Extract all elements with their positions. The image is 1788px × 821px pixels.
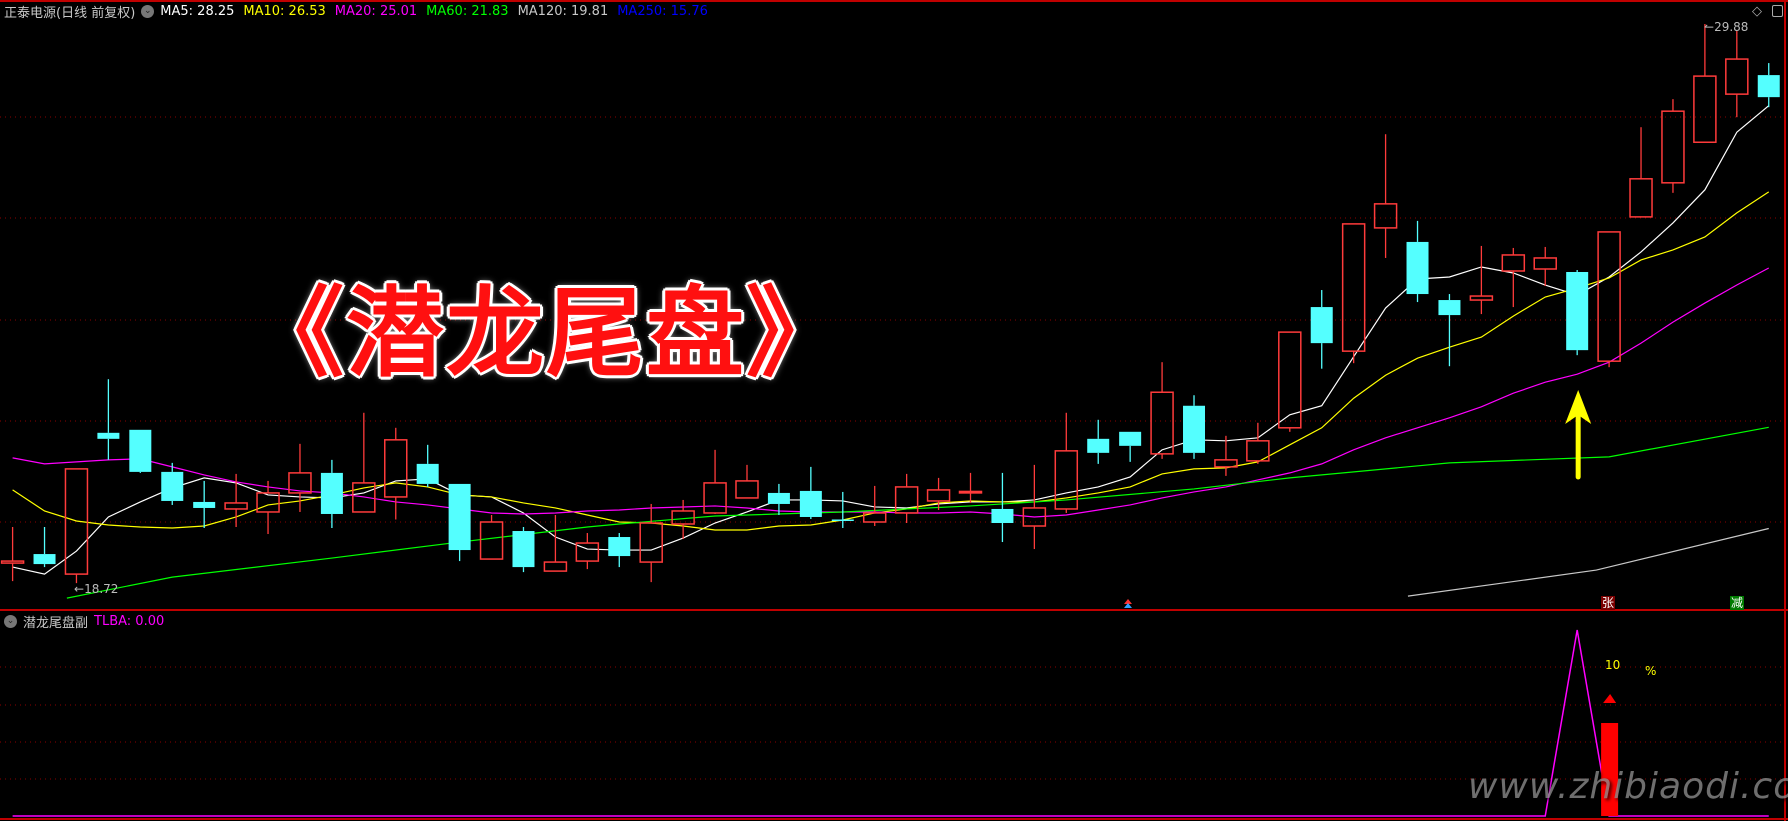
ma-legend-item: MA250: 15.76 — [617, 4, 708, 19]
sub-text-percent: % — [1645, 664, 1657, 678]
candle-up — [352, 482, 376, 513]
candle-down — [1566, 271, 1589, 351]
candle-down — [1310, 307, 1333, 344]
candle-up — [1469, 295, 1494, 301]
sub-indicator-name[interactable]: 潜龙尾盘副 — [23, 616, 89, 631]
candle-up — [224, 502, 248, 510]
candle-up — [894, 486, 919, 514]
candle-up — [862, 512, 887, 523]
candle-up — [735, 480, 759, 499]
main-chart-header: 正泰电源(日线 前复权) ⌄ MA5: 28.25 MA10: 26.53 MA20… — [4, 2, 717, 21]
candle-up — [1341, 223, 1366, 352]
candle-down — [448, 483, 471, 551]
candle-up — [543, 561, 568, 572]
jian-badge: 减 — [1730, 596, 1745, 610]
candle-up — [1725, 58, 1749, 95]
candle-up — [1054, 450, 1079, 510]
ma-line-ma10 — [12, 191, 1770, 531]
candle-up — [1214, 459, 1238, 468]
candle-up — [1693, 75, 1717, 143]
candle-up — [64, 468, 89, 575]
high-price-value: 29.88 — [1714, 20, 1749, 34]
candle-up — [1533, 257, 1557, 270]
candle-down — [97, 432, 120, 439]
candle-up — [671, 510, 695, 525]
candle-down — [161, 471, 184, 501]
signal-bar — [1601, 723, 1619, 816]
up-marker-icon — [1124, 603, 1132, 608]
candle-up — [926, 489, 951, 502]
sub-text-10: 10 — [1605, 658, 1621, 672]
ma-legend: MA5: 28.25 MA10: 26.53 MA20: 25.01 MA60: 21… — [160, 4, 717, 19]
sub-chart-header: ⌄ 潜龙尾盘副 TLBA: 0.00 — [4, 612, 164, 631]
candle-up — [288, 472, 312, 494]
candle-up — [958, 490, 983, 494]
candle-down — [1183, 405, 1206, 453]
ma-legend-item: MA20: 25.01 — [334, 4, 418, 19]
candle-up — [1661, 110, 1685, 184]
candle-down — [416, 463, 439, 484]
candle-up — [575, 542, 600, 562]
candle-down — [1406, 241, 1429, 295]
ma-legend-item: MA120: 19.81 — [517, 4, 609, 19]
ma-line-ma5 — [12, 105, 1770, 575]
candle-up — [0, 560, 25, 564]
candle-up — [1150, 391, 1174, 455]
ma-legend-item: MA10: 26.53 — [243, 4, 326, 19]
up-marker-icon — [1124, 599, 1132, 604]
ma-legend-item: MA5: 28.25 — [160, 4, 235, 19]
ma-line-ma120 — [1407, 527, 1769, 597]
candle-down — [991, 508, 1014, 523]
diamond-icon[interactable]: ◇ — [1752, 4, 1762, 19]
candle-down — [831, 519, 854, 521]
candle-up — [1629, 178, 1653, 218]
candle-up — [639, 522, 663, 563]
candle-up — [384, 439, 408, 498]
zhang-badge: 张 — [1601, 596, 1616, 610]
candle-down — [799, 490, 822, 517]
candle-down — [33, 554, 56, 565]
candle-up — [1373, 203, 1398, 229]
ma-legend-item: MA60: 21.83 — [426, 4, 509, 19]
overlay-title: 《潜龙尾盘》 — [246, 277, 847, 391]
tlba-line — [12, 629, 1769, 817]
panel-toggle-icon[interactable] — [1772, 5, 1783, 17]
candle-down — [320, 472, 343, 514]
candle-down — [1087, 438, 1110, 453]
chevron-down-icon[interactable]: ⌄ — [4, 615, 17, 628]
tlba-value: TLBA: 0.00 — [94, 614, 165, 629]
chevron-down-icon[interactable]: ⌄ — [141, 5, 155, 18]
candle-up — [1501, 254, 1526, 272]
candle-down — [1119, 431, 1142, 446]
candle-down — [129, 429, 152, 472]
triangle-up-icon — [1603, 694, 1617, 703]
candle-up — [703, 482, 727, 514]
candle-down — [1438, 300, 1461, 316]
candle-down — [193, 501, 216, 508]
ma-line-ma20 — [12, 267, 1770, 518]
candle-down — [512, 531, 535, 568]
high-price-label: ↼29.88 — [1704, 20, 1749, 34]
candle-up — [1246, 440, 1270, 462]
candle-down — [608, 537, 631, 557]
candle-up — [1278, 331, 1302, 429]
signal-arrow-head — [1565, 390, 1592, 424]
candle-up — [1022, 507, 1047, 527]
low-price-value: 18.72 — [84, 582, 119, 596]
candle-down — [1757, 75, 1780, 98]
candle-down — [767, 492, 790, 504]
stock-name[interactable]: 正泰电源(日线 前复权) — [4, 6, 136, 21]
watermark: www.zhibiaodi.com — [1468, 766, 1788, 807]
low-price-label: ←18.72 — [74, 582, 119, 596]
candle-up — [1597, 231, 1621, 362]
candle-up — [256, 492, 280, 513]
candle-up — [479, 521, 504, 560]
